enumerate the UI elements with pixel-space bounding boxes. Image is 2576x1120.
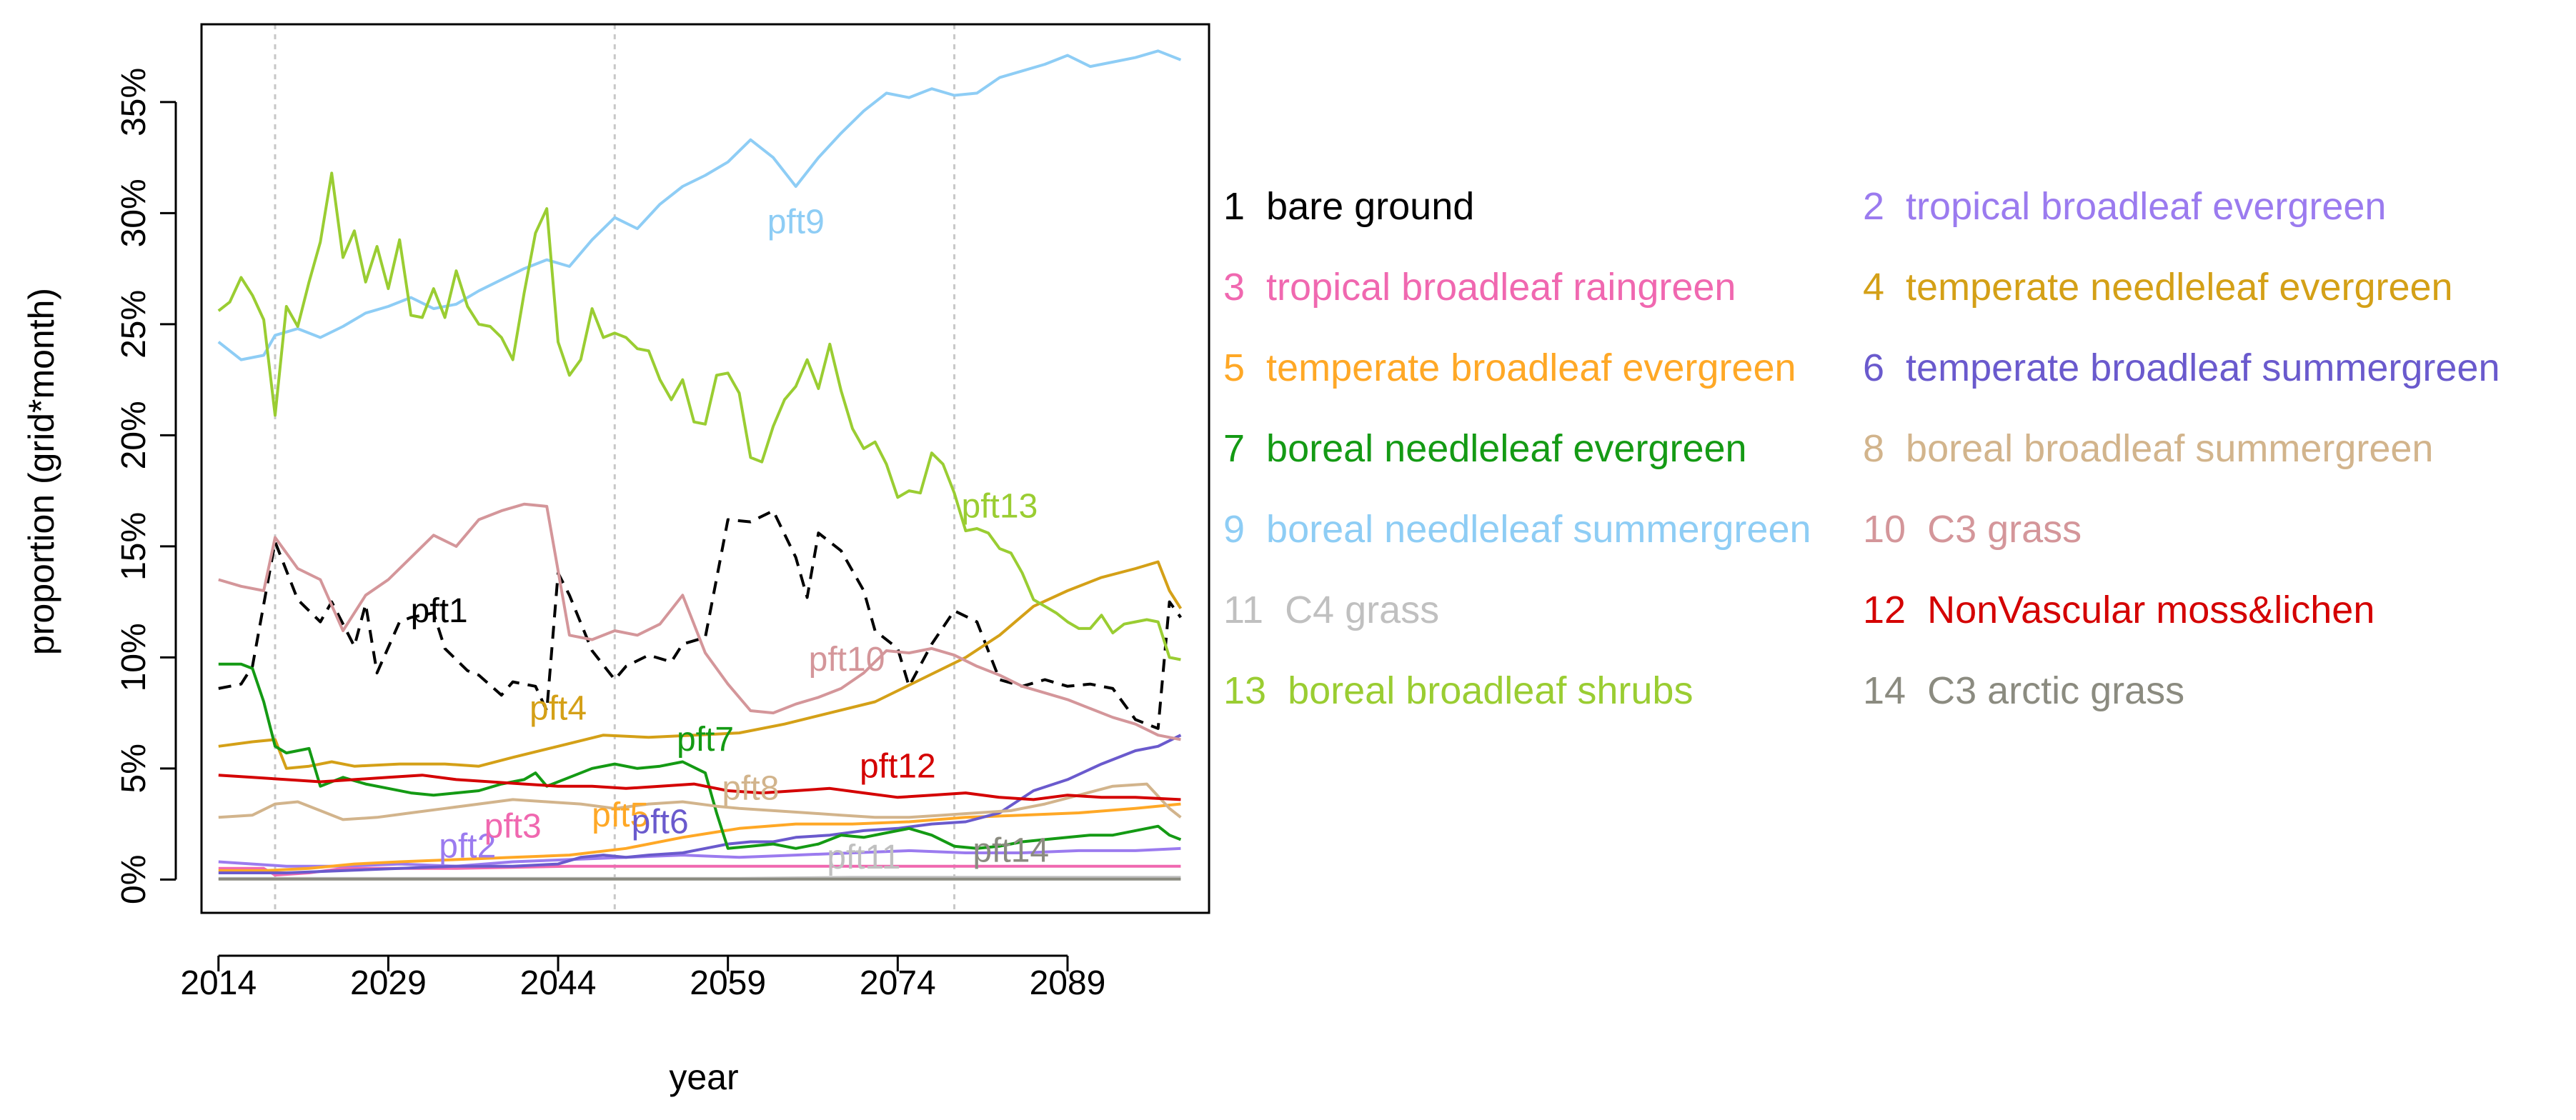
legend-item-3: 3 tropical broadleaf raingreen [1223,268,1736,306]
series-label-pft8: pft8 [722,770,779,808]
legend-label: tropical broadleaf raingreen [1266,266,1736,309]
legend-label: temperate broadleaf evergreen [1266,346,1796,389]
series-label-pft7: pft7 [677,721,734,759]
legend-item-2: 2 tropical broadleaf evergreen [1863,187,2386,226]
series-label-pft3: pft3 [484,807,542,845]
legend-item-9: 9 boreal needleleaf summergreen [1223,510,1811,549]
legend-number: 5 [1223,346,1245,389]
legend-item-10: 10 C3 grass [1863,510,2082,549]
series-label-pft13: pft13 [962,488,1038,526]
series-line-pft5 [218,802,1181,872]
y-tick-label: 30% [115,179,153,247]
legend-number: 13 [1223,669,1267,712]
legend-item-6: 6 temperate broadleaf summergreen [1863,349,2500,387]
legend-number: 14 [1863,669,1906,712]
x-tick-label: 2014 [180,964,257,1002]
legend-item-11: 11 C4 grass [1223,591,1439,629]
series-line-pft10 [218,502,1181,741]
legend-number: 1 [1223,185,1245,228]
series-label-pft6: pft6 [632,803,689,841]
legend-number: 4 [1863,266,1885,309]
series-line-pft12 [218,774,1181,801]
y-tick-label: 35% [115,68,153,136]
legend-label: boreal broadleaf shrubs [1288,669,1694,712]
series-label-pft9: pft9 [767,204,825,241]
plot-frame [200,23,1210,914]
legend-number: 2 [1863,185,1885,228]
series-label-pft14: pft14 [973,832,1049,870]
series-line-pft3 [218,864,1181,877]
legend-label: boreal needleleaf evergreen [1266,427,1747,470]
legend-number: 7 [1223,427,1245,470]
legend-item-14: 14 C3 arctic grass [1863,671,2184,710]
series-line-pft9 [217,49,1182,361]
legend-item-4: 4 temperate needleleaf evergreen [1863,268,2453,306]
legend-item-5: 5 temperate broadleaf evergreen [1223,349,1796,387]
legend-item-7: 7 boreal needleleaf evergreen [1223,429,1747,468]
legend-label: boreal needleleaf summergreen [1266,508,1811,551]
legend-item-8: 8 boreal broadleaf summergreen [1863,429,2433,468]
x-tick-label: 2074 [860,964,936,1002]
legend-label: C3 arctic grass [1927,669,2185,712]
x-tick-label: 2089 [1030,964,1106,1002]
y-tick-label: 25% [115,290,153,359]
y-axis-label: proportion (grid*month) [21,288,61,655]
y-tick-label: 0% [115,855,153,904]
legend-label: NonVascular moss&lichen [1927,589,2375,631]
series-label-pft1: pft1 [411,592,468,630]
series-label-pft12: pft12 [860,748,936,786]
y-tick-label: 10% [115,623,153,691]
series-line-pft8 [218,782,1182,821]
legend-item-13: 13 boreal broadleaf shrubs [1223,671,1693,710]
x-tick-label: 2059 [690,964,766,1002]
series-label-pft11: pft11 [827,839,900,876]
series-label-pft2: pft2 [439,827,496,865]
series-label-pft4: pft4 [529,690,587,728]
x-tick-label: 2029 [350,964,427,1002]
legend-number: 11 [1223,589,1264,631]
x-axis-label: year [669,1057,738,1097]
legend-number: 3 [1223,266,1245,309]
legend-label: temperate needleleaf evergreen [1906,266,2453,309]
series-line-pft6 [218,734,1182,874]
series-label-pft5: pft5 [592,796,649,834]
legend-label: temperate broadleaf summergreen [1906,346,2500,389]
y-tick-label: 15% [115,512,153,581]
series-line-pft4 [218,560,1183,770]
series-line-pft13 [217,171,1181,661]
series-line-pft7 [218,662,1182,850]
y-tick-label: 5% [115,744,153,793]
legend-item-12: 12 NonVascular moss&lichen [1863,591,2374,629]
legend-number: 12 [1863,589,1906,631]
legend-label: C4 grass [1285,589,1440,631]
legend-label: boreal broadleaf summergreen [1906,427,2434,470]
legend-number: 8 [1863,427,1885,470]
legend-number: 10 [1863,508,1906,551]
legend-number: 9 [1223,508,1245,551]
legend-number: 6 [1863,346,1885,389]
y-tick-label: 20% [115,401,153,469]
legend-label: C3 grass [1927,508,2082,551]
legend-label: bare ground [1266,185,1475,228]
x-tick-label: 2044 [520,964,597,1002]
legend-item-1: 1 bare ground [1223,187,1474,226]
series-label-pft10: pft10 [809,641,885,679]
legend-label: tropical broadleaf evergreen [1906,185,2387,228]
series-line-pft1 [218,509,1183,730]
